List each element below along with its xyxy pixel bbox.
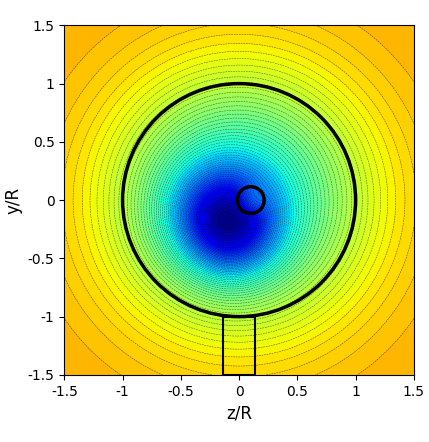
Y-axis label: y/R: y/R <box>4 187 22 213</box>
Bar <box>223 316 255 375</box>
X-axis label: z/R: z/R <box>226 404 252 422</box>
